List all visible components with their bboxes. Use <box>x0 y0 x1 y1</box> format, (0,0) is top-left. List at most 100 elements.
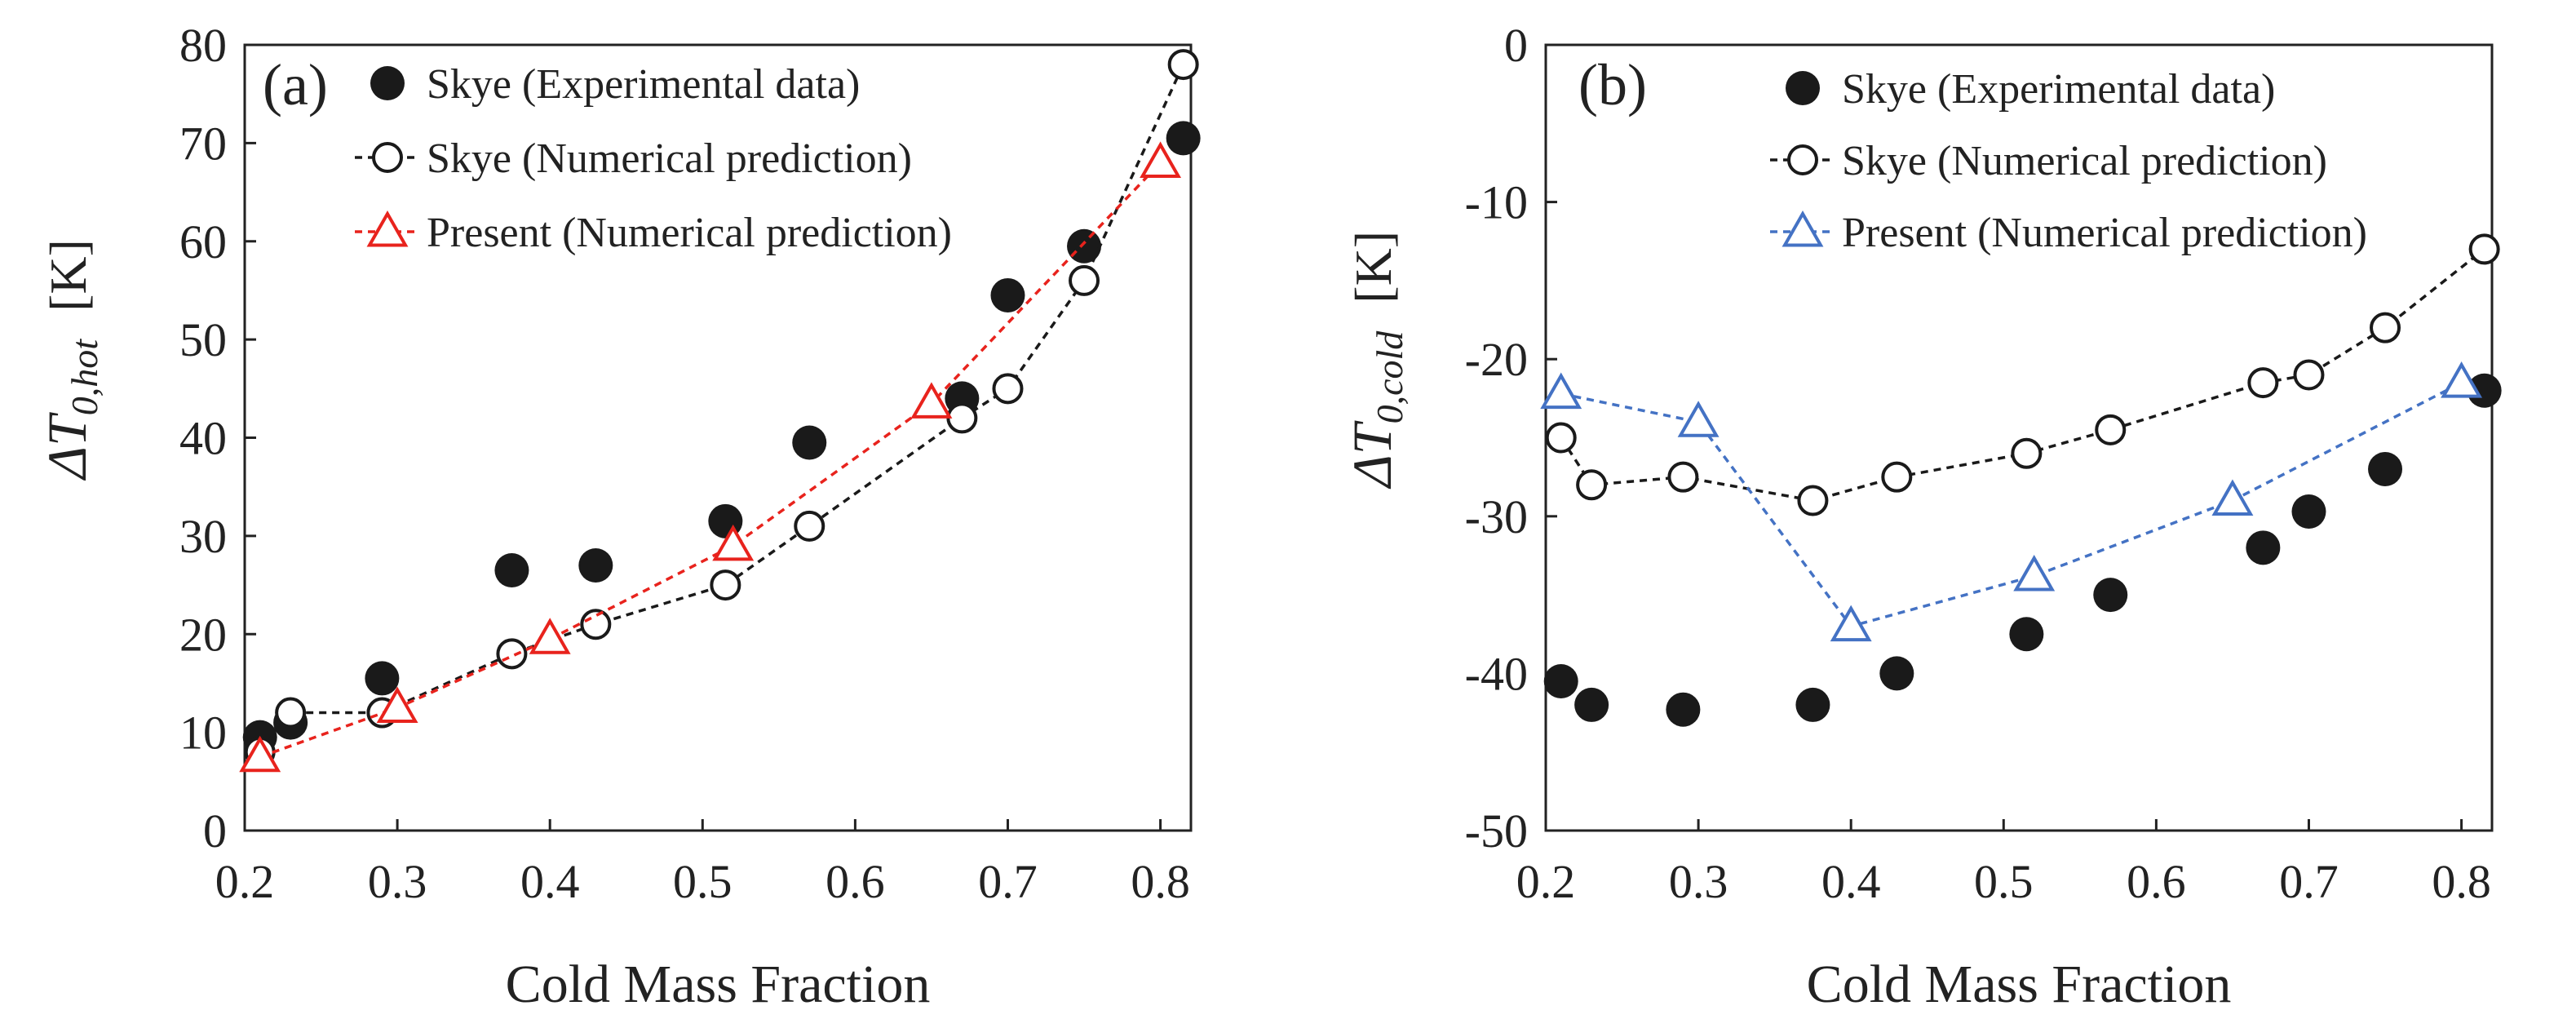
data-point <box>1069 264 1100 296</box>
legend-label: Skye (Numerical prediction) <box>1842 138 2327 184</box>
data-point <box>2468 233 2500 265</box>
x-tick-label: 0.5 <box>1974 855 2034 908</box>
data-point <box>1677 401 1720 437</box>
series-line <box>1560 381 2463 628</box>
panel-tag: (b) <box>1578 52 1647 117</box>
y-tick-label: -10 <box>1465 176 1528 229</box>
data-point <box>578 547 613 583</box>
x-tick-label: 0.7 <box>978 855 1038 908</box>
x-tick-label: 0.3 <box>1669 855 1728 908</box>
data-point <box>990 277 1025 312</box>
data-point <box>1167 49 1199 81</box>
series-3 <box>239 141 1182 773</box>
data-point <box>710 569 741 601</box>
y-axis-title: ΔT0,cold [K] <box>1341 231 1410 490</box>
x-tick-label: 0.3 <box>368 855 427 908</box>
y-tick-label: -40 <box>1465 647 1528 700</box>
data-point <box>1543 664 1578 699</box>
x-tick-label: 0.7 <box>2279 855 2339 908</box>
legend-marker <box>372 142 403 173</box>
panel-tag: (a) <box>263 52 328 117</box>
legend-label: Present (Numerical prediction) <box>427 210 952 256</box>
data-point <box>712 524 755 561</box>
data-point <box>2293 359 2325 391</box>
legend-marker <box>1787 144 1818 175</box>
legend-marker <box>370 66 405 100</box>
series-line <box>259 64 1185 753</box>
x-tick-label: 0.4 <box>520 855 580 908</box>
data-point <box>1540 372 1582 410</box>
data-point <box>580 609 612 640</box>
y-axis-title-text: ΔT0,cold [K] <box>1341 231 1410 490</box>
legend-label: Skye (Experimental data) <box>427 61 860 108</box>
x-tick-label: 0.2 <box>1516 855 1576 908</box>
y-axis-title-subscript: 0,hot <box>64 339 105 416</box>
data-point <box>2013 554 2056 592</box>
data-point <box>992 373 1024 405</box>
data-point <box>2011 437 2043 469</box>
data-point <box>1545 422 1577 454</box>
series-1 <box>1543 373 2502 727</box>
x-axis-title: Cold Mass Fraction <box>1807 955 2232 1014</box>
y-tick-label: -50 <box>1465 804 1528 857</box>
y-axis-title-main: ΔT <box>1341 420 1403 490</box>
y-axis-title-unit: [K] <box>39 239 97 312</box>
data-point <box>365 661 400 696</box>
y-tick-label: 40 <box>179 412 227 465</box>
legend-label: Present (Numerical prediction) <box>1842 210 2367 256</box>
data-point <box>239 735 281 773</box>
data-point <box>794 510 825 542</box>
data-point <box>1879 656 1914 691</box>
x-tick-label: 0.8 <box>2432 855 2491 908</box>
x-axis-title: Cold Mass Fraction <box>506 955 931 1014</box>
data-point <box>1140 141 1182 178</box>
legend-marker <box>1786 71 1820 105</box>
data-point <box>2370 312 2401 343</box>
data-point <box>792 425 827 460</box>
data-point <box>496 638 528 670</box>
data-point <box>1795 687 1830 722</box>
y-tick-label: -20 <box>1465 333 1528 386</box>
data-point <box>1574 687 1609 722</box>
y-tick-label: 0 <box>203 804 227 857</box>
y-tick-label: -30 <box>1465 490 1528 543</box>
x-tick-label: 0.4 <box>1821 855 1881 908</box>
data-point <box>2009 617 2044 652</box>
x-tick-label: 0.6 <box>825 855 885 908</box>
y-tick-label: 0 <box>1504 19 1528 72</box>
data-point <box>376 686 418 724</box>
data-point <box>910 382 953 419</box>
y-tick-label: 20 <box>179 608 227 661</box>
data-point <box>1667 461 1699 493</box>
data-point <box>2291 494 2326 530</box>
data-point <box>2211 479 2254 516</box>
y-tick-label: 50 <box>179 313 227 366</box>
x-tick-label: 0.2 <box>215 855 275 908</box>
data-point <box>946 402 978 434</box>
series-line <box>259 162 1162 759</box>
data-point <box>1576 469 1608 501</box>
y-axis-title-text: ΔT0,hot [K] <box>36 239 105 481</box>
data-point <box>1881 461 1913 493</box>
data-point <box>1797 485 1829 516</box>
y-axis-title: ΔT0,hot [K] <box>36 239 105 481</box>
legend-label: Skye (Numerical prediction) <box>427 135 912 182</box>
x-tick-label: 0.5 <box>673 855 733 908</box>
y-tick-label: 70 <box>179 117 227 170</box>
y-tick-label: 30 <box>179 510 227 563</box>
series-3 <box>1540 361 2483 642</box>
data-point <box>2441 361 2483 398</box>
y-tick-label: 60 <box>179 215 227 268</box>
data-point <box>494 553 529 588</box>
x-tick-label: 0.8 <box>1131 855 1190 908</box>
data-point <box>1166 121 1201 156</box>
legend-label: Skye (Experimental data) <box>1842 66 2275 113</box>
data-point <box>529 618 571 654</box>
y-tick-label: 80 <box>179 19 227 72</box>
data-point <box>2467 373 2502 408</box>
y-axis-title-unit: [K] <box>1344 231 1402 304</box>
y-tick-label: 10 <box>179 707 227 760</box>
data-point <box>2246 530 2281 565</box>
y-axis-title-main: ΔT <box>36 412 98 481</box>
